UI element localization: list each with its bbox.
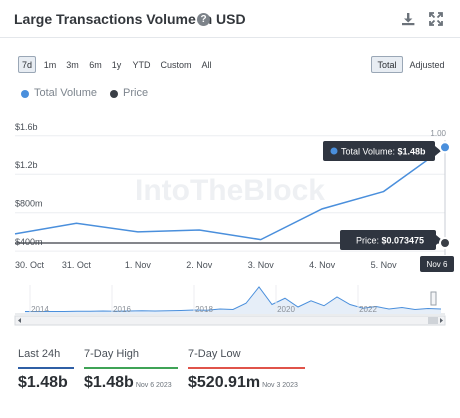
x-tick-label: 1. Nov — [125, 260, 152, 270]
y-right-tick-label: 1.00 — [430, 129, 446, 138]
stat-label-7day-low: 7-Day Low — [188, 348, 241, 360]
stat-bar-last-24h — [18, 367, 74, 369]
y-tick-label: $400m — [15, 237, 43, 247]
tooltip-volume-box — [323, 141, 435, 161]
scrollbar-left-arrow-icon — [18, 318, 21, 323]
legend-label-price[interactable]: Price — [123, 87, 149, 99]
tooltip-volume-label: Total Volume: — [341, 147, 398, 157]
stat-value-7day-high: $1.48b Nov 6 2023 — [84, 374, 172, 391]
range-button-custom[interactable]: Custom — [160, 60, 192, 70]
help-icon[interactable]: ? — [197, 13, 210, 26]
tooltip-price-label: Price: — [356, 236, 382, 246]
stat-value-7day-low: $520.91m Nov 3 2023 — [188, 374, 298, 391]
x-tick-label: 2. Nov — [186, 260, 213, 270]
series-line-total-volume — [14, 146, 446, 241]
stat-date-7day-high: Nov 6 2023 — [135, 382, 172, 389]
tooltip-price-box — [340, 230, 436, 250]
stat-label-last-24h: Last 24h — [18, 348, 61, 360]
tooltip-volume-value: $1.48b — [398, 147, 427, 157]
hover-marker-price — [439, 237, 451, 249]
y-tick-label: $800m — [15, 199, 43, 209]
stat-bar-7day-high — [84, 367, 178, 369]
x-tick-label: 31. Oct — [62, 260, 92, 270]
x-tick-label: 30. Oct — [15, 260, 45, 270]
x-tick-label: 5. Nov — [371, 260, 398, 270]
download-icon[interactable] — [400, 11, 416, 27]
legend-swatch-volume[interactable] — [21, 90, 29, 98]
navigator-year-label: 2016 — [113, 305, 131, 314]
range-button-7d[interactable]: 7d — [18, 56, 36, 73]
y-tick-label: $1.6b — [15, 122, 38, 132]
legend-label-volume[interactable]: Total Volume — [34, 87, 97, 99]
tooltip-volume-swatch — [330, 147, 338, 155]
hover-marker-volume — [439, 141, 451, 154]
navigator-handle — [430, 291, 437, 306]
navigator-area — [25, 287, 441, 314]
mode-button-total[interactable]: Total — [371, 56, 403, 73]
scrollbar-track — [14, 315, 446, 326]
navigator-year-label: 2018 — [195, 305, 213, 314]
range-button-all[interactable]: All — [201, 60, 212, 70]
tooltip-volume-text: Total Volume: $1.48b — [341, 147, 426, 157]
navigator-year-label: 2022 — [359, 305, 377, 314]
x-tick-label: 4. Nov — [309, 260, 336, 270]
stat-label-7day-high: 7-Day High — [84, 348, 140, 360]
tooltip-price-value: $0.073475 — [382, 236, 425, 246]
range-button-3m[interactable]: 3m — [66, 60, 79, 70]
watermark: IntoTheBlock — [135, 174, 325, 207]
stat-bar-7day-low — [188, 367, 305, 369]
navigator-year-label: 2014 — [31, 305, 49, 314]
navigator-year-label: 2020 — [277, 305, 295, 314]
tooltip-volume-pointer — [435, 146, 441, 156]
fullscreen-icon[interactable] — [428, 11, 444, 27]
range-button-ytd[interactable]: YTD — [132, 60, 151, 70]
chart-title: Large Transactions Volume in USD — [14, 11, 246, 27]
navigator-line — [25, 286, 442, 312]
stat-value-last-24h: $1.48b — [18, 374, 68, 391]
scrollbar-right-arrow-icon — [440, 318, 443, 323]
range-button-6m[interactable]: 6m — [89, 60, 102, 70]
x-tick-label: 3. Nov — [248, 260, 275, 270]
mode-button-adjusted[interactable]: Adjusted — [409, 60, 445, 70]
range-button-1m[interactable]: 1m — [43, 60, 57, 70]
header-divider — [0, 37, 460, 38]
hover-x-label: Nov 6 — [427, 260, 448, 269]
legend-swatch-price[interactable] — [110, 90, 118, 98]
stat-date-7day-low: Nov 3 2023 — [262, 382, 298, 389]
hover-x-label-box — [420, 256, 454, 272]
range-button-1y[interactable]: 1y — [111, 60, 122, 70]
tooltip-price-pointer — [436, 235, 442, 245]
y-tick-label: $1.2b — [15, 160, 38, 170]
scrollbar-thumb — [428, 317, 438, 324]
tooltip-price-text: Price: $0.073475 — [356, 236, 424, 246]
